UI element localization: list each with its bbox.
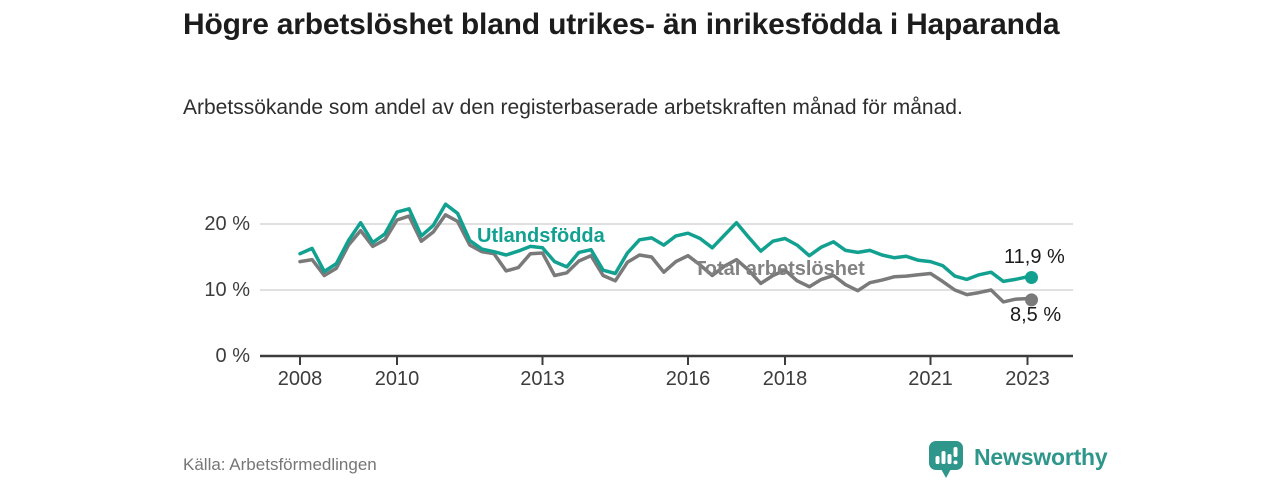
series-label-utlandsfodda: Utlandsfödda: [477, 225, 605, 247]
series-line-1: [298, 213, 1034, 304]
series-end-dot-0: [1025, 271, 1038, 284]
newsworthy-logo: Newsworthy: [928, 440, 1108, 480]
page-subtitle: Arbetssökande som andel av den registerb…: [183, 96, 963, 119]
x-axis-tick-label: 2008: [277, 368, 323, 390]
end-value-utlandsfodda: 11,9 %: [1004, 246, 1065, 268]
series-label-total-arbetsloshet: Total arbetslöshet: [694, 258, 865, 280]
series-line-0: [298, 202, 1034, 284]
y-axis-tick-label: 0 %: [215, 345, 250, 367]
x-axis-tick-label: 2021: [908, 368, 953, 390]
y-axis-tick-label: 20 %: [204, 213, 250, 235]
newsworthy-bar-chart-pin-icon: [929, 441, 963, 478]
x-axis-tick-label: 2023: [1005, 368, 1050, 390]
y-axis-tick-label: 10 %: [204, 279, 250, 301]
end-value-total-arbetsloshet: 8,5 %: [1010, 304, 1062, 326]
x-axis-tick-label: 2013: [520, 368, 565, 390]
source-note: Källa: Arbetsförmedlingen: [183, 455, 377, 474]
x-axis-tick-label: 2018: [762, 368, 808, 390]
newsworthy-wordmark: Newsworthy: [974, 444, 1108, 470]
series-end-dot-1: [1025, 293, 1038, 307]
x-axis-tick-label: 2010: [374, 368, 420, 390]
x-axis-tick-label: 2016: [665, 368, 711, 390]
page-title: Högre arbetslöshet bland utrikes- än inr…: [183, 8, 1060, 41]
